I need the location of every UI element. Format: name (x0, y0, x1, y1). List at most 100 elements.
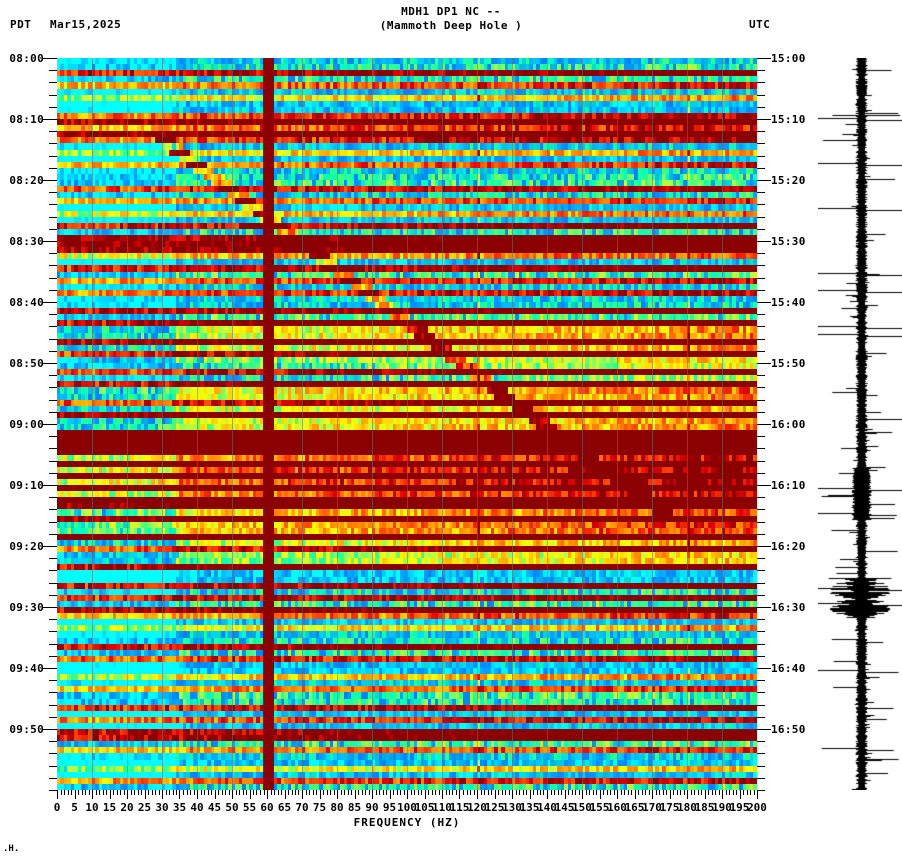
freq-minor-tick (176, 790, 177, 795)
freq-major-tick (635, 790, 636, 799)
axis-major-tick (43, 424, 57, 425)
freq-major-tick (425, 790, 426, 799)
axis-minor-tick (757, 436, 765, 437)
time-label-pdt: 08:00 (9, 52, 44, 65)
axis-minor-tick (49, 290, 57, 291)
freq-minor-tick (386, 790, 387, 795)
freq-minor-tick (334, 790, 335, 795)
axis-minor-tick (757, 375, 765, 376)
freq-minor-tick (491, 790, 492, 795)
freq-major-tick (390, 790, 391, 799)
frequency-label: 90 (365, 801, 379, 814)
freq-major-tick (179, 790, 180, 799)
time-label-utc: 15:40 (771, 296, 806, 309)
axis-minor-tick (757, 131, 765, 132)
freq-minor-tick (719, 790, 720, 795)
freq-minor-tick (484, 790, 485, 795)
header-timezone-left: PDT (10, 18, 32, 31)
axis-minor-tick (49, 741, 57, 742)
freq-minor-tick (691, 790, 692, 795)
seismogram-trace (818, 58, 902, 790)
freq-minor-tick (715, 790, 716, 795)
axis-major-tick (43, 302, 57, 303)
frequency-label: 95 (382, 801, 397, 814)
freq-minor-tick (400, 790, 401, 795)
freq-minor-tick (586, 790, 587, 795)
freq-minor-tick (292, 790, 293, 795)
frequency-label: 200 (747, 801, 767, 814)
header-timezone-right: UTC (749, 18, 771, 31)
axis-minor-tick (757, 473, 765, 474)
freq-minor-tick (561, 790, 562, 795)
time-label-utc: 16:20 (771, 540, 806, 553)
time-label-pdt: 08:30 (9, 235, 44, 248)
freq-major-tick (110, 790, 111, 799)
freq-minor-tick (341, 790, 342, 795)
time-label-pdt: 09:10 (9, 479, 44, 492)
axis-minor-tick (757, 204, 765, 205)
freq-minor-tick (519, 790, 520, 795)
axis-minor-tick (757, 717, 765, 718)
freq-minor-tick (166, 790, 167, 795)
frequency-label: 80 (330, 801, 344, 814)
frequency-label: 65 (277, 801, 292, 814)
freq-minor-tick (211, 790, 212, 795)
axis-major-tick (43, 241, 57, 242)
axis-minor-tick (49, 680, 57, 681)
freq-minor-tick (169, 790, 170, 795)
frequency-label: 150 (572, 801, 592, 814)
freq-minor-tick (481, 790, 482, 795)
freq-minor-tick (327, 790, 328, 795)
time-label-utc: 16:10 (771, 479, 806, 492)
freq-minor-tick (260, 790, 261, 795)
freq-minor-tick (316, 790, 317, 795)
freq-minor-tick (449, 790, 450, 795)
axis-minor-tick (49, 131, 57, 132)
freq-minor-tick (747, 790, 748, 795)
freq-minor-tick (138, 790, 139, 795)
freq-minor-tick (358, 790, 359, 795)
freq-minor-tick (729, 790, 730, 795)
axis-minor-tick (49, 70, 57, 71)
freq-minor-tick (369, 790, 370, 795)
freq-minor-tick (365, 790, 366, 795)
freq-major-tick (127, 790, 128, 799)
freq-minor-tick (452, 790, 453, 795)
freq-minor-tick (470, 790, 471, 795)
freq-minor-tick (330, 790, 331, 795)
freq-major-tick (145, 790, 146, 799)
axis-minor-tick (757, 412, 765, 413)
freq-minor-tick (204, 790, 205, 795)
freq-major-tick (547, 790, 548, 799)
freq-minor-tick (99, 790, 100, 795)
freq-minor-tick (113, 790, 114, 795)
frequency-label: 50 (225, 801, 239, 814)
freq-minor-tick (631, 790, 632, 795)
axis-minor-tick (49, 95, 57, 96)
axis-minor-tick (757, 766, 765, 767)
freq-minor-tick (348, 790, 349, 795)
freq-major-tick (617, 790, 618, 799)
axis-major-tick (757, 363, 771, 364)
freq-minor-tick (642, 790, 643, 795)
freq-minor-tick (246, 790, 247, 795)
frequency-label: 20 (120, 801, 134, 814)
freq-major-tick (75, 790, 76, 799)
freq-major-tick (512, 790, 513, 799)
freq-minor-tick (572, 790, 573, 795)
frequency-label: 100 (397, 801, 417, 814)
freq-minor-tick (96, 790, 97, 795)
freq-major-tick (477, 790, 478, 799)
freq-minor-tick (435, 790, 436, 795)
freq-minor-tick (645, 790, 646, 795)
freq-minor-tick (194, 790, 195, 795)
axis-minor-tick (49, 534, 57, 535)
corner-mark: .H. (3, 844, 20, 854)
axis-minor-tick (757, 692, 765, 693)
freq-minor-tick (733, 790, 734, 795)
axis-minor-tick (757, 461, 765, 462)
frequency-label: 135 (519, 801, 540, 814)
header-date: Mar15,2025 (50, 18, 122, 31)
frequency-label: 105 (414, 801, 435, 814)
freq-minor-tick (148, 790, 149, 795)
